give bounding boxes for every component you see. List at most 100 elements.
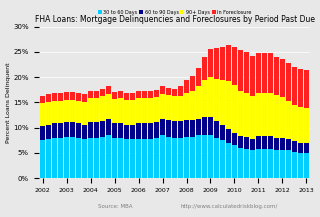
Bar [142,123,147,139]
Bar [262,149,267,178]
Bar [184,80,189,93]
Bar [208,135,213,178]
Bar [88,138,93,178]
Bar [172,96,177,122]
Bar [220,125,225,140]
Bar [256,136,261,149]
Bar [208,117,213,135]
Bar [118,91,123,98]
Bar [148,98,153,123]
Bar [46,139,52,178]
Bar [232,85,237,133]
Bar [232,133,237,145]
Bar [46,94,52,102]
Bar [238,91,243,136]
Bar [118,98,123,123]
Bar [52,101,57,123]
Bar [64,100,69,122]
Bar [166,137,171,178]
Bar [58,101,63,123]
Bar [226,128,231,143]
Bar [154,97,159,122]
Bar [118,123,123,138]
Bar [178,96,183,122]
Bar [202,117,207,135]
Bar [250,139,255,150]
Bar [148,123,153,139]
Bar [190,137,195,178]
Bar [94,91,99,98]
Bar [70,137,75,178]
Bar [106,86,111,94]
Bar [178,86,183,96]
Bar [136,91,141,98]
Bar [232,47,237,85]
Bar [184,137,189,178]
Bar [100,122,105,137]
Bar [304,153,309,178]
Bar [226,81,231,128]
Bar [280,97,285,138]
Bar [136,123,141,139]
Bar [40,103,45,126]
Bar [160,94,165,119]
Bar [190,76,195,91]
Bar [70,122,75,137]
Bar [202,57,207,80]
Bar [250,56,255,96]
Bar [112,99,117,123]
Bar [232,145,237,178]
Bar [82,94,87,102]
Bar [226,143,231,178]
Bar [250,96,255,139]
Bar [214,138,219,178]
Bar [130,100,135,125]
Bar [256,53,261,93]
Bar [154,138,159,178]
Bar [280,150,285,178]
Bar [94,98,99,122]
Bar [184,93,189,120]
Bar [196,135,201,178]
Bar [160,135,165,178]
Bar [106,119,111,135]
Bar [238,50,243,91]
Bar [172,122,177,138]
Bar [124,139,129,178]
Bar [130,125,135,139]
Bar [256,93,261,136]
Bar [214,79,219,122]
Bar [52,123,57,138]
Bar [244,149,249,178]
Bar [142,91,147,98]
Bar [112,123,117,138]
Text: Source: MBA: Source: MBA [98,204,132,209]
Bar [130,93,135,100]
Bar [298,153,303,178]
Bar [124,125,129,139]
Bar [118,138,123,178]
Bar [124,100,129,125]
Bar [40,140,45,178]
Bar [46,102,52,125]
Bar [178,122,183,138]
Bar [280,59,285,97]
Bar [244,52,249,93]
Bar [286,150,291,178]
Bar [304,71,309,108]
Bar [262,53,267,93]
Title: FHA Loans: Mortgage Delinquencies and Foreclosures by Period Past Due: FHA Loans: Mortgage Delinquencies and Fo… [35,15,315,24]
Bar [160,86,165,94]
Bar [154,122,159,138]
Bar [262,136,267,149]
Legend: 30 to 60 Days, 60 to 90 Days, 90+ Days, In Foreclosure: 30 to 60 Days, 60 to 90 Days, 90+ Days, … [96,8,253,17]
Bar [178,138,183,178]
Bar [94,138,99,178]
Bar [304,108,309,143]
Bar [58,138,63,178]
Bar [292,67,297,105]
Bar [70,92,75,100]
Bar [130,139,135,178]
Bar [196,119,201,135]
Bar [166,120,171,137]
